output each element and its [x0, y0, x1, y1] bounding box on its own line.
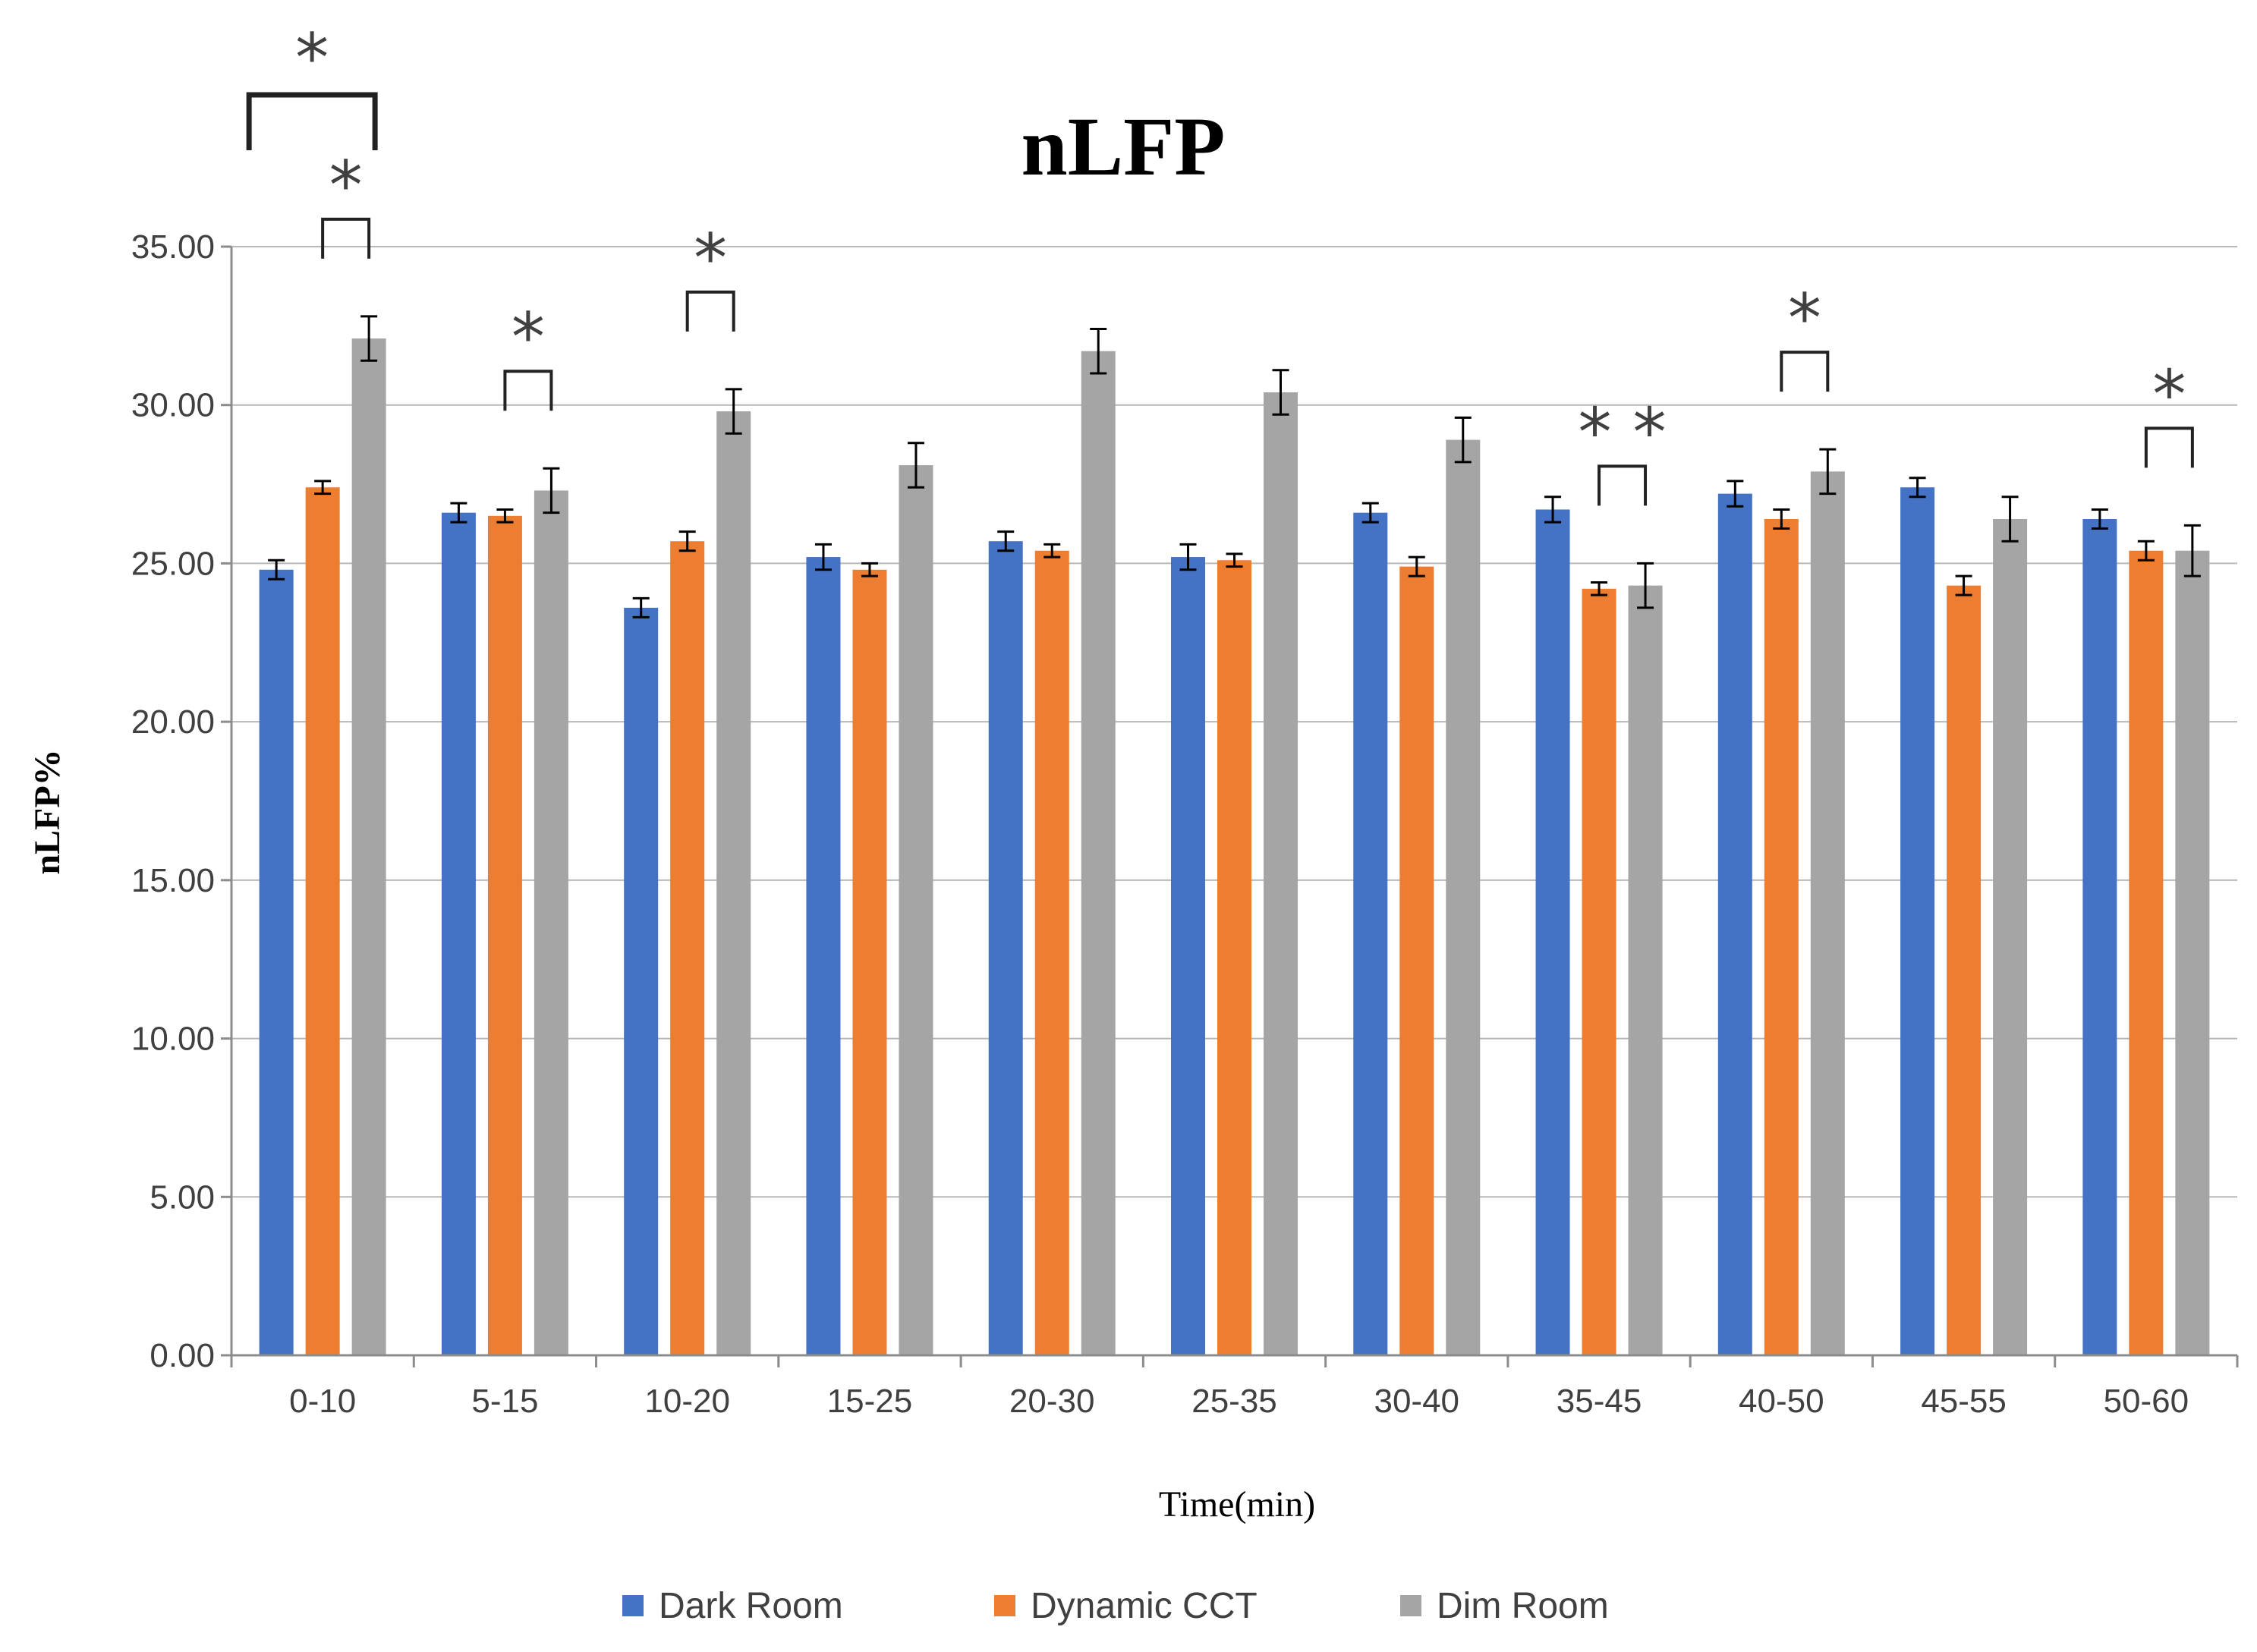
legend-label: Dynamic CCT [1031, 1586, 1258, 1626]
bar [806, 557, 841, 1355]
x-tick-label: 35-45 [1557, 1383, 1642, 1420]
bar [2175, 550, 2210, 1355]
bar [852, 569, 887, 1356]
bar [1993, 518, 2028, 1356]
y-tick-label: 0.00 [150, 1337, 215, 1374]
significance-bracket [1780, 351, 1830, 392]
y-tick-label: 30.00 [131, 387, 215, 424]
bar [1446, 439, 1481, 1356]
bar [1171, 557, 1205, 1355]
x-tick-label: 20-30 [1009, 1383, 1095, 1420]
bar [670, 541, 705, 1356]
y-tick-label: 15.00 [131, 862, 215, 899]
legend-label: Dark Room [659, 1586, 843, 1626]
bar [1034, 550, 1069, 1355]
y-tick-label: 25.00 [131, 545, 215, 582]
bar [1081, 351, 1116, 1355]
x-tick-label: 30-40 [1374, 1383, 1459, 1420]
x-tick-label: 40-50 [1739, 1383, 1824, 1420]
bar [624, 607, 659, 1355]
x-axis-label: Time(min) [1159, 1484, 1315, 1525]
significance-bracket [246, 92, 378, 150]
bar [899, 465, 933, 1356]
bar [1717, 493, 1752, 1356]
significance-bracket [503, 370, 553, 411]
y-tick-label: 5.00 [150, 1178, 215, 1216]
significance-star: * [2152, 355, 2186, 433]
significance-star: * [512, 298, 545, 376]
legend-item: Dark Room [622, 1586, 843, 1626]
y-tick-labels: 0.00 5.00 10.00 15.00 20.00 25.00 30.00 35.00 [131, 228, 215, 1374]
y-tick-label: 20.00 [131, 703, 215, 741]
significance-annotations: ***** *** [246, 19, 2194, 506]
x-tick-label: 50-60 [2104, 1383, 2189, 1420]
legend-item: Dynamic CCT [994, 1586, 1258, 1626]
x-tick-label: 5-15 [471, 1383, 538, 1420]
x-tick-label: 15-25 [827, 1383, 913, 1420]
bar [1764, 518, 1799, 1356]
bar [259, 569, 294, 1356]
bar [305, 487, 340, 1355]
significance-star: * [295, 19, 329, 97]
y-tick-label: 35.00 [131, 228, 215, 266]
bar [1947, 585, 1982, 1355]
significance-bracket [2144, 426, 2194, 468]
bar [1582, 588, 1616, 1355]
bar [1535, 509, 1570, 1355]
legend-label: Dim Room [1437, 1586, 1609, 1626]
x-tick-label: 45-55 [1921, 1383, 2007, 1420]
bar [487, 515, 522, 1356]
bar [2082, 518, 2117, 1356]
legend-item: Dim Room [1400, 1586, 1609, 1626]
significance-bracket [685, 290, 735, 332]
significance-bracket [1598, 464, 1648, 506]
bar [1264, 392, 1298, 1356]
significance-star: * * [1579, 393, 1667, 471]
significance-star: * [329, 146, 363, 225]
legend-swatch [1400, 1595, 1421, 1616]
x-tick-label: 10-20 [644, 1383, 730, 1420]
bar [1900, 487, 1935, 1355]
significance-star: * [1788, 279, 1821, 357]
bar [1217, 560, 1251, 1355]
error-bars [268, 315, 2201, 618]
legend-swatch [622, 1595, 644, 1616]
bar [988, 541, 1023, 1356]
bar [351, 338, 386, 1355]
x-tick-label: 0-10 [289, 1383, 356, 1420]
bar [1353, 512, 1388, 1355]
legend-swatch [994, 1595, 1015, 1616]
bar [2129, 550, 2164, 1355]
y-tick-label: 10.00 [131, 1021, 215, 1058]
bar [716, 411, 751, 1355]
y-axis-label: nLFP% [27, 749, 68, 874]
significance-star: * [694, 219, 727, 297]
x-tick-labels: 0-10 5-15 10-20 15-25 20-30 25-35 30-40 35-45 40… [289, 1383, 2189, 1420]
bars [259, 338, 2210, 1356]
legend: Dark Room Dynamic CCT Dim Room [622, 1586, 1609, 1626]
chart-title: nLFP [1021, 100, 1226, 193]
bar [1399, 566, 1434, 1356]
bar [441, 512, 476, 1355]
significance-bracket [321, 217, 371, 259]
x-tick-label: 25-35 [1191, 1383, 1277, 1420]
bar [534, 490, 568, 1356]
bar [1628, 585, 1663, 1355]
x-axis [230, 1354, 2239, 1367]
bar [1810, 471, 1845, 1355]
